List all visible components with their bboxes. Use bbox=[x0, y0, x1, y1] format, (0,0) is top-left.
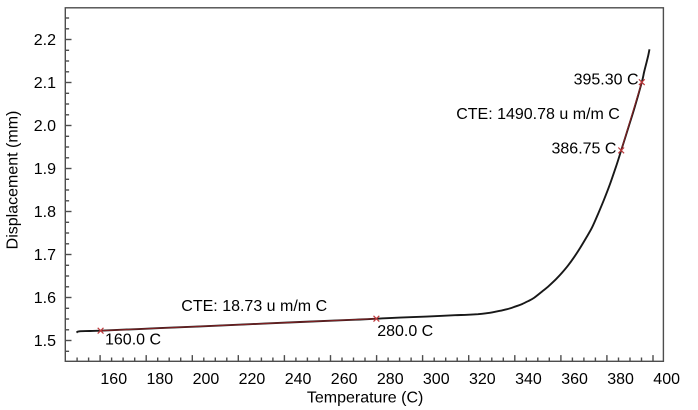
svg-text:340: 340 bbox=[515, 371, 542, 388]
svg-text:1.5: 1.5 bbox=[34, 333, 56, 350]
svg-text:400: 400 bbox=[653, 371, 680, 388]
svg-text:180: 180 bbox=[147, 371, 174, 388]
svg-text:300: 300 bbox=[423, 371, 450, 388]
svg-text:CTE: 18.73 u m/m C: CTE: 18.73 u m/m C bbox=[181, 298, 327, 315]
svg-text:280.0 C: 280.0 C bbox=[377, 323, 433, 340]
svg-text:280: 280 bbox=[377, 371, 404, 388]
svg-text:1.6: 1.6 bbox=[34, 290, 56, 307]
svg-text:1.8: 1.8 bbox=[34, 204, 56, 221]
svg-text:386.75 C: 386.75 C bbox=[552, 140, 617, 157]
svg-text:2.1: 2.1 bbox=[34, 75, 56, 92]
svg-text:1.9: 1.9 bbox=[34, 161, 56, 178]
svg-text:240: 240 bbox=[285, 371, 312, 388]
svg-text:395.30 C: 395.30 C bbox=[574, 71, 639, 88]
svg-text:160.0 C: 160.0 C bbox=[105, 332, 161, 349]
svg-text:220: 220 bbox=[239, 371, 266, 388]
svg-text:CTE: 1490.78 u m/m C: CTE: 1490.78 u m/m C bbox=[456, 106, 620, 123]
svg-text:260: 260 bbox=[331, 371, 358, 388]
svg-text:200: 200 bbox=[193, 371, 220, 388]
svg-text:320: 320 bbox=[469, 371, 496, 388]
svg-text:160: 160 bbox=[100, 371, 127, 388]
svg-text:1.7: 1.7 bbox=[34, 247, 56, 264]
svg-text:Displacement (mm): Displacement (mm) bbox=[4, 111, 21, 250]
svg-text:Temperature (C): Temperature (C) bbox=[307, 390, 423, 407]
svg-text:2.0: 2.0 bbox=[34, 118, 56, 135]
svg-text:380: 380 bbox=[607, 371, 634, 388]
svg-text:360: 360 bbox=[561, 371, 588, 388]
svg-text:2.2: 2.2 bbox=[34, 32, 56, 49]
